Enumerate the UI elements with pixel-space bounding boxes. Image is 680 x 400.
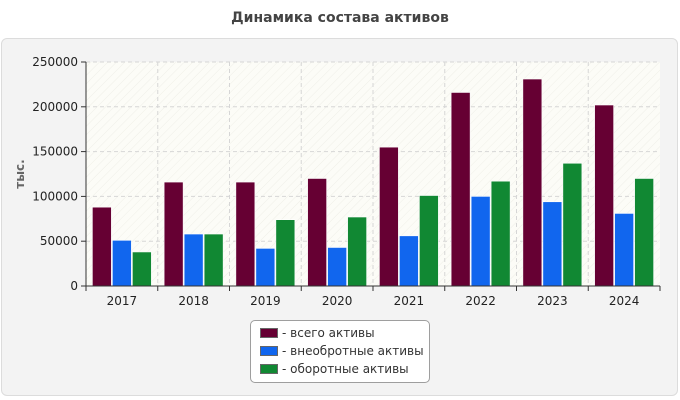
x-tick-label: 2017 xyxy=(107,294,138,308)
bar xyxy=(255,248,276,287)
bar xyxy=(419,195,439,287)
bar xyxy=(203,233,224,287)
legend-swatch xyxy=(260,346,278,356)
y-tick-label: 100000 xyxy=(32,189,78,203)
bar xyxy=(235,181,256,287)
x-tick-label: 2024 xyxy=(609,294,640,308)
bar xyxy=(450,92,471,287)
x-tick-label: 2022 xyxy=(465,294,496,308)
x-tick-label: 2019 xyxy=(250,294,281,308)
bar xyxy=(307,178,327,287)
legend-label: - оборотные активы xyxy=(282,362,409,376)
y-tick-label: 200000 xyxy=(32,100,78,114)
legend-item: - внеобротные активы xyxy=(260,342,429,360)
x-tick-label: 2023 xyxy=(537,294,568,308)
bar xyxy=(327,247,347,287)
legend-swatch xyxy=(260,328,278,338)
bar xyxy=(132,251,152,287)
bar xyxy=(562,162,583,287)
y-axis-label: тыс. xyxy=(13,159,27,188)
legend: - всего активы - внеобротные активы - об… xyxy=(250,320,430,383)
chart-title: Динамика состава активов xyxy=(231,10,449,26)
y-tick-label: 150000 xyxy=(32,145,78,159)
bar xyxy=(614,213,634,287)
bar xyxy=(542,201,563,287)
bar xyxy=(275,219,296,287)
bar xyxy=(112,240,132,287)
bar xyxy=(347,216,367,287)
x-tick-label: 2021 xyxy=(394,294,425,308)
bar xyxy=(379,146,399,287)
bar xyxy=(634,178,654,287)
bar xyxy=(399,235,419,287)
y-tick-label: 250000 xyxy=(32,55,78,69)
legend-item: - всего активы xyxy=(260,324,429,342)
legend-label: - внеобротные активы xyxy=(282,344,424,358)
bar xyxy=(163,181,184,287)
bar xyxy=(522,78,543,287)
bar xyxy=(594,104,614,287)
x-tick-label: 2018 xyxy=(178,294,209,308)
bar xyxy=(470,196,491,287)
x-tick-label: 2020 xyxy=(322,294,353,308)
bar xyxy=(183,233,204,287)
bar xyxy=(92,206,112,287)
legend-item: - оборотные активы xyxy=(260,360,429,378)
y-tick-label: 50000 xyxy=(40,234,78,248)
legend-swatch xyxy=(260,364,278,374)
y-tick-label: 0 xyxy=(70,279,78,293)
legend-label: - всего активы xyxy=(282,326,375,340)
bar xyxy=(490,180,511,287)
